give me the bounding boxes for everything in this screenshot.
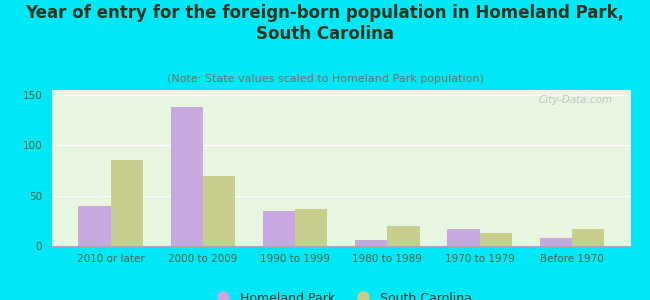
Bar <box>295 209 328 246</box>
Bar <box>355 240 387 246</box>
Legend: Homeland Park, South Carolina: Homeland Park, South Carolina <box>205 286 477 300</box>
Bar <box>572 229 604 246</box>
Bar <box>480 233 512 246</box>
Bar <box>387 226 420 246</box>
Bar <box>170 107 203 246</box>
Bar <box>263 211 295 246</box>
Bar <box>540 238 572 246</box>
Bar <box>78 206 111 246</box>
Bar <box>203 176 235 246</box>
Text: Year of entry for the foreign-born population in Homeland Park,
South Carolina: Year of entry for the foreign-born popul… <box>25 4 625 43</box>
Text: (Note: State values scaled to Homeland Park population): (Note: State values scaled to Homeland P… <box>166 74 484 83</box>
Text: City-Data.com: City-Data.com <box>539 95 613 105</box>
Bar <box>447 229 480 246</box>
Bar <box>111 160 143 246</box>
